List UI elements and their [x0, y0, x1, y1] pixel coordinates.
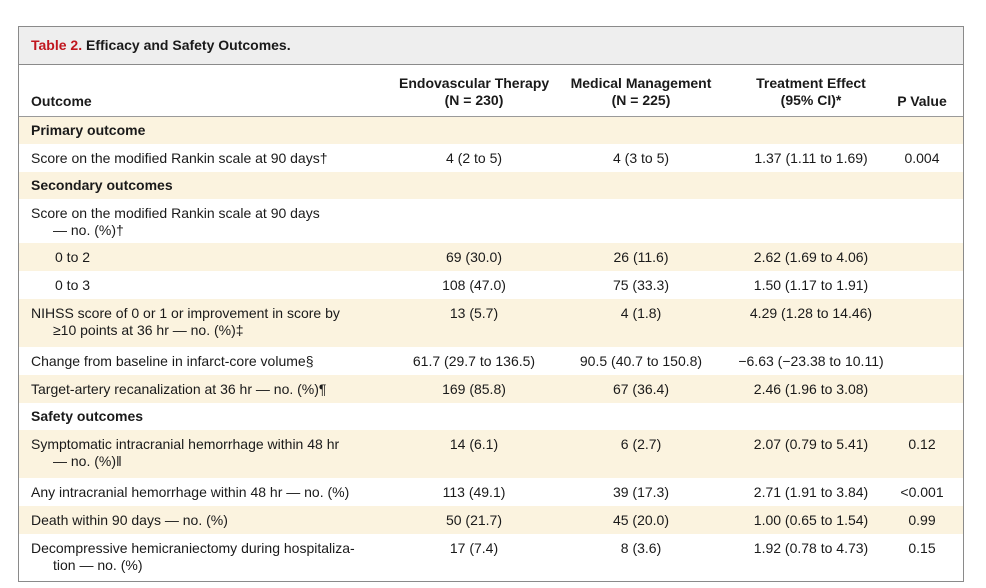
table-row: 0 to 3 108 (47.0) 75 (33.3) 1.50 (1.17 t… [19, 271, 963, 299]
table-cell: 69 (30.0) [445, 249, 503, 265]
table-title-text: Efficacy and Safety Outcomes. [85, 37, 291, 53]
table-row: Death within 90 days — no. (%) 50 (21.7)… [19, 506, 963, 534]
table-cell: 108 (47.0) [442, 277, 506, 293]
table-cell: 4 (1.8) [620, 305, 662, 321]
table-cell: Safety outcomes [31, 408, 144, 424]
table-row: Change from baseline in infarct-core vol… [19, 347, 963, 375]
table-cell: Secondary outcomes [31, 177, 173, 193]
header-treatment-effect: Treatment Effect (95% CI)* [731, 75, 891, 109]
table-row: NIHSS score of 0 or 1 or improvement in … [19, 299, 963, 347]
header-p-value: P Value [897, 93, 947, 109]
cell-text: Treatment Effect [756, 75, 866, 91]
table-row: Score on the modified Rankin scale at 90… [19, 144, 963, 172]
table-cell: 90.5 (40.7 to 150.8) [579, 353, 703, 369]
table-row: Decompressive hemicraniectomy during hos… [19, 534, 963, 581]
table-row: Target-artery recanalization at 36 hr — … [19, 375, 963, 403]
table-cell: Change from baseline in infarct-core vol… [31, 353, 314, 369]
section-secondary: Secondary outcomes [19, 172, 963, 199]
table-cell: 0.15 [908, 540, 936, 556]
header-endovascular: Endovascular Therapy (N = 230) [399, 75, 549, 109]
table-cell: 4.29 (1.28 to 14.46) [749, 305, 873, 321]
section-safety: Safety outcomes [19, 403, 963, 430]
table-cell: Target-artery recanalization at 36 hr — … [31, 381, 327, 397]
table-row: Any intracranial hemorrhage within 48 hr… [19, 478, 963, 506]
table-cell: 67 (36.4) [612, 381, 670, 397]
cell-text: (N = 230) [444, 92, 504, 108]
table-cell: 0 to 2 [55, 249, 91, 265]
cell-text: NIHSS score of 0 or 1 or improvement in … [31, 305, 340, 321]
table-cell: −6.63 (−23.38 to 10.11) [738, 353, 884, 369]
section-primary: Primary outcome [19, 117, 963, 144]
table-cell: 45 (20.0) [612, 512, 670, 528]
cell-text: ≥10 points at 36 hr — no. (%)‡ [53, 322, 244, 338]
table-cell: 2.71 (1.91 to 3.84) [753, 484, 869, 500]
table-cell: 1.50 (1.17 to 1.91) [753, 277, 869, 293]
table-cell: 1.92 (0.78 to 4.73) [753, 540, 869, 556]
table-cell: 2.46 (1.96 to 3.08) [753, 381, 869, 397]
cell-text: Endovascular Therapy [399, 75, 550, 91]
table-header-row: Outcome Endovascular Therapy (N = 230) Me… [19, 65, 963, 117]
outcomes-table: Table 2. Efficacy and Safety Outcomes. O… [18, 26, 964, 582]
table-cell: 50 (21.7) [445, 512, 503, 528]
cell-text: Symptomatic intracranial hemorrhage with… [31, 436, 340, 452]
table-cell: 113 (49.1) [442, 484, 506, 500]
table-cell: 2.62 (1.69 to 4.06) [753, 249, 869, 265]
table-cell: 0.004 [904, 150, 940, 166]
table-cell: Primary outcome [31, 122, 146, 138]
table-cell: 61.7 (29.7 to 136.5) [412, 353, 536, 369]
table-cell: 2.07 (0.79 to 5.41) [753, 436, 869, 452]
table-cell: 26 (11.6) [613, 249, 669, 265]
table-label: Table 2. [31, 37, 83, 53]
table-cell: Score on the modified Rankin scale at 90… [31, 205, 320, 239]
table-cell: Any intracranial hemorrhage within 48 hr… [31, 484, 350, 500]
table-cell: 75 (33.3) [612, 277, 670, 293]
table-cell: 0 to 3 [55, 277, 91, 293]
cell-text: (N = 225) [611, 92, 671, 108]
cell-text: — no. (%)† [53, 222, 124, 238]
table-cell: 0.99 [908, 512, 936, 528]
table-cell: 1.37 (1.11 to 1.69) [754, 150, 868, 166]
table-cell: 8 (3.6) [620, 540, 662, 556]
table-cell: Score on the modified Rankin scale at 90… [31, 150, 328, 166]
table-cell: 14 (6.1) [449, 436, 499, 452]
table-cell: NIHSS score of 0 or 1 or improvement in … [31, 305, 340, 339]
header-outcome: Outcome [31, 93, 92, 109]
table-title: Table 2. Efficacy and Safety Outcomes. [31, 37, 291, 53]
table-cell: Symptomatic intracranial hemorrhage with… [31, 436, 339, 470]
table-cell: Decompressive hemicraniectomy during hos… [31, 540, 355, 574]
table-row: Symptomatic intracranial hemorrhage with… [19, 430, 963, 478]
table-cell: 1.00 (0.65 to 1.54) [753, 512, 869, 528]
cell-text: Medical Management [570, 75, 712, 91]
table-cell: 39 (17.3) [612, 484, 670, 500]
table-cell: <0.001 [900, 484, 944, 500]
table-cell: 169 (85.8) [442, 381, 506, 397]
cell-text: — no. (%)‖ [53, 453, 122, 469]
cell-text: Decompressive hemicraniectomy during hos… [31, 540, 355, 556]
table-cell: 4 (2 to 5) [445, 150, 503, 166]
table-cell: 4 (3 to 5) [612, 150, 670, 166]
header-medical: Medical Management (N = 225) [561, 75, 721, 109]
table-cell: Death within 90 days — no. (%) [31, 512, 228, 528]
cell-text: (95% CI)* [780, 92, 842, 108]
table-cell: 0.12 [908, 436, 936, 452]
table-cell: 13 (5.7) [449, 305, 499, 321]
cell-text: tion — no. (%) [53, 557, 143, 573]
table-cell: 6 (2.7) [620, 436, 662, 452]
table-cell: 17 (7.4) [449, 540, 499, 556]
cell-text: Score on the modified Rankin scale at 90… [31, 205, 320, 221]
table-row: Score on the modified Rankin scale at 90… [19, 199, 963, 243]
table-title-bar: Table 2. Efficacy and Safety Outcomes. [19, 27, 963, 65]
table-row: 0 to 2 69 (30.0) 26 (11.6) 2.62 (1.69 to… [19, 243, 963, 271]
